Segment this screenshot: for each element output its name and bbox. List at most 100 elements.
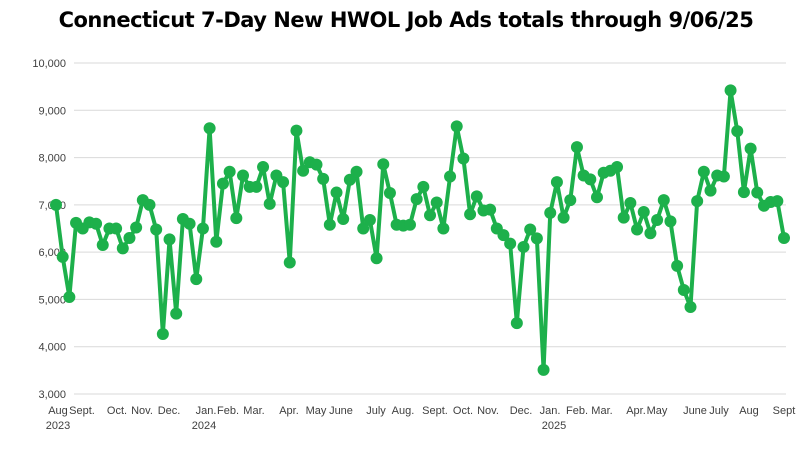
x-tick-label: Sept <box>773 405 796 417</box>
data-point <box>544 206 557 219</box>
data-point <box>664 215 677 228</box>
data-point <box>350 165 363 178</box>
y-tick-label: 10,000 <box>32 58 66 70</box>
data-point <box>530 232 543 245</box>
x-tick-label: June <box>683 405 707 417</box>
data-point <box>163 233 176 246</box>
year-label: 2025 <box>542 420 566 432</box>
x-tick-label: Jan. <box>540 405 561 417</box>
data-point <box>691 195 704 208</box>
data-point <box>56 250 69 263</box>
data-point <box>537 363 550 376</box>
x-tick-label: Mar. <box>243 405 264 417</box>
data-point <box>156 327 169 340</box>
data-point <box>557 211 570 224</box>
x-tick-label: July <box>709 405 729 417</box>
x-tick-label: Apr. <box>626 405 646 417</box>
data-point <box>570 141 583 154</box>
data-point <box>63 291 76 304</box>
data-point <box>410 193 423 206</box>
x-tick-label: Nov. <box>131 405 153 417</box>
data-point <box>237 169 250 182</box>
series <box>50 84 790 376</box>
data-point <box>677 283 690 296</box>
data-point <box>724 84 737 97</box>
data-point <box>370 252 383 265</box>
data-point <box>317 172 330 185</box>
data-point <box>337 213 350 226</box>
y-tick-label: 5,000 <box>38 294 66 306</box>
data-point <box>504 237 517 250</box>
data-point <box>484 203 497 216</box>
x-tick-label: Sept. <box>69 405 95 417</box>
y-tick-label: 4,000 <box>38 342 66 354</box>
data-point <box>564 194 577 207</box>
data-point <box>130 221 143 234</box>
series-line <box>54 88 786 372</box>
data-point <box>450 120 463 133</box>
x-tick-label: Apr. <box>279 405 299 417</box>
data-point <box>470 190 483 203</box>
y-tick-label: 9,000 <box>38 105 66 117</box>
data-point <box>611 161 624 174</box>
data-point <box>110 222 123 235</box>
data-point <box>497 229 510 242</box>
data-point <box>90 217 103 230</box>
x-tick-label: Sept. <box>422 405 448 417</box>
x-tick-label: Feb. <box>217 405 239 417</box>
data-point <box>444 170 457 183</box>
data-point <box>183 217 196 230</box>
x-tick-label: May <box>647 405 668 417</box>
data-point <box>644 227 657 240</box>
data-point <box>150 223 163 236</box>
data-point <box>96 239 109 252</box>
data-point <box>116 242 129 255</box>
data-point <box>310 158 323 171</box>
data-point <box>457 152 470 165</box>
data-point <box>377 158 390 171</box>
data-point <box>584 173 597 186</box>
x-tick-label: Feb. <box>566 405 588 417</box>
data-point <box>250 180 263 193</box>
data-point <box>323 218 336 231</box>
data-point <box>464 208 477 221</box>
x-tick-label: July <box>366 405 386 417</box>
x-tick-label: Dec. <box>510 405 533 417</box>
data-point <box>297 164 310 177</box>
data-point <box>717 170 730 183</box>
data-point <box>617 211 630 224</box>
data-point <box>751 186 764 199</box>
data-point <box>203 122 216 135</box>
data-point <box>123 231 136 244</box>
data-point <box>50 198 62 211</box>
data-point <box>223 165 236 178</box>
data-point <box>277 176 290 189</box>
data-point <box>283 256 296 269</box>
data-point <box>263 197 276 210</box>
data-point <box>143 198 156 211</box>
data-point <box>170 307 183 320</box>
data-point <box>524 223 537 236</box>
data-point <box>417 180 430 193</box>
data-point <box>778 231 790 244</box>
x-tick-label: May <box>306 405 327 417</box>
x-tick-label: Oct. <box>107 405 127 417</box>
data-point <box>330 186 343 199</box>
data-point <box>731 125 744 138</box>
x-tick-label: Mar. <box>591 405 612 417</box>
data-point <box>657 194 670 207</box>
y-tick-label: 8,000 <box>38 153 66 165</box>
x-tick-label: Aug <box>48 405 68 417</box>
data-point <box>637 205 650 218</box>
x-tick-label: Nov. <box>477 405 499 417</box>
data-point <box>343 173 356 186</box>
data-point <box>257 161 270 174</box>
x-tick-label: June <box>329 405 353 417</box>
data-point <box>550 176 563 189</box>
data-point <box>357 222 370 235</box>
y-tick-label: 3,000 <box>38 389 66 401</box>
data-point <box>651 213 664 226</box>
data-point <box>210 235 223 248</box>
data-point <box>510 317 523 330</box>
